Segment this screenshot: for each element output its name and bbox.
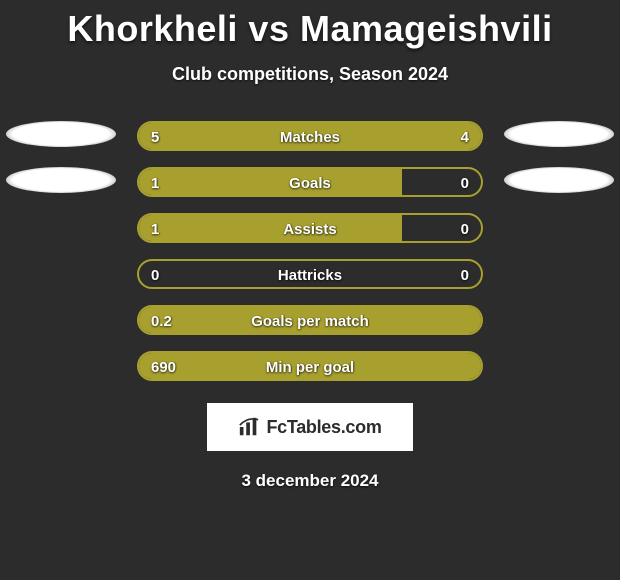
stat-label: Matches (139, 123, 481, 151)
stat-bar: 1Assists0 (137, 213, 483, 243)
stat-bar: 690Min per goal (137, 351, 483, 381)
stat-label: Goals (139, 169, 481, 197)
stat-value-right: 0 (461, 169, 469, 197)
player-ellipse-left (6, 121, 116, 147)
stat-value-right: 4 (461, 123, 469, 151)
stat-label: Hattricks (139, 261, 481, 289)
stat-bar: 1Goals0 (137, 167, 483, 197)
player-ellipse-right (504, 121, 614, 147)
player-ellipse-right (504, 167, 614, 193)
stat-row: 0.2Goals per match (0, 305, 620, 335)
stat-value-right: 0 (461, 215, 469, 243)
page-title: Khorkheli vs Mamageishvili (0, 0, 620, 50)
stat-row: 1Assists0 (0, 213, 620, 243)
logo-badge: FcTables.com (207, 403, 413, 451)
stat-row: 690Min per goal (0, 351, 620, 381)
stat-row: 0Hattricks0 (0, 259, 620, 289)
page-subtitle: Club competitions, Season 2024 (0, 64, 620, 85)
stat-value-right: 0 (461, 261, 469, 289)
player-ellipse-left (6, 167, 116, 193)
stat-label: Goals per match (139, 307, 481, 335)
stat-bar: 0.2Goals per match (137, 305, 483, 335)
stat-bar: 0Hattricks0 (137, 259, 483, 289)
stat-row: 1Goals0 (0, 167, 620, 197)
stat-label: Assists (139, 215, 481, 243)
stat-row: 5Matches4 (0, 121, 620, 151)
logo-text: FcTables.com (266, 417, 381, 438)
stats-area: 5Matches41Goals01Assists00Hattricks00.2G… (0, 121, 620, 381)
stat-label: Min per goal (139, 353, 481, 381)
date-label: 3 december 2024 (0, 471, 620, 491)
stat-bar: 5Matches4 (137, 121, 483, 151)
chart-icon (238, 416, 260, 438)
